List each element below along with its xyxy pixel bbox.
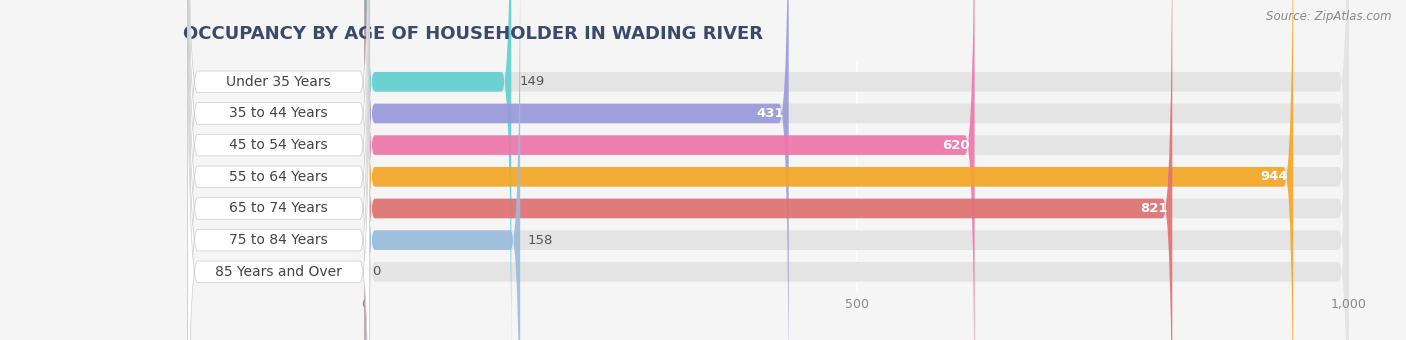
Text: OCCUPANCY BY AGE OF HOUSEHOLDER IN WADING RIVER: OCCUPANCY BY AGE OF HOUSEHOLDER IN WADIN… [183, 25, 763, 43]
Text: 620: 620 [942, 139, 970, 152]
Text: Source: ZipAtlas.com: Source: ZipAtlas.com [1267, 10, 1392, 23]
FancyBboxPatch shape [364, 0, 1348, 340]
FancyBboxPatch shape [364, 0, 1173, 340]
Text: 158: 158 [529, 234, 554, 246]
FancyBboxPatch shape [187, 0, 370, 340]
Text: 0: 0 [373, 265, 381, 278]
FancyBboxPatch shape [364, 0, 974, 340]
Text: 55 to 64 Years: 55 to 64 Years [229, 170, 328, 184]
FancyBboxPatch shape [364, 0, 1348, 340]
FancyBboxPatch shape [187, 0, 370, 340]
FancyBboxPatch shape [364, 0, 1348, 340]
FancyBboxPatch shape [187, 0, 370, 340]
Text: 149: 149 [519, 75, 544, 88]
Text: 85 Years and Over: 85 Years and Over [215, 265, 342, 279]
FancyBboxPatch shape [187, 0, 370, 340]
FancyBboxPatch shape [364, 0, 789, 340]
Text: Under 35 Years: Under 35 Years [226, 75, 330, 89]
FancyBboxPatch shape [364, 0, 520, 340]
FancyBboxPatch shape [364, 0, 1348, 340]
FancyBboxPatch shape [364, 0, 512, 340]
FancyBboxPatch shape [187, 0, 370, 340]
Text: 75 to 84 Years: 75 to 84 Years [229, 233, 328, 247]
FancyBboxPatch shape [364, 0, 1348, 340]
FancyBboxPatch shape [364, 0, 1294, 340]
Text: 35 to 44 Years: 35 to 44 Years [229, 106, 328, 120]
FancyBboxPatch shape [364, 0, 1348, 340]
FancyBboxPatch shape [187, 0, 370, 340]
FancyBboxPatch shape [187, 0, 370, 340]
Text: 45 to 54 Years: 45 to 54 Years [229, 138, 328, 152]
Text: 944: 944 [1261, 170, 1288, 183]
FancyBboxPatch shape [364, 0, 1348, 340]
Text: 431: 431 [756, 107, 783, 120]
Text: 65 to 74 Years: 65 to 74 Years [229, 202, 328, 216]
Text: 821: 821 [1140, 202, 1167, 215]
